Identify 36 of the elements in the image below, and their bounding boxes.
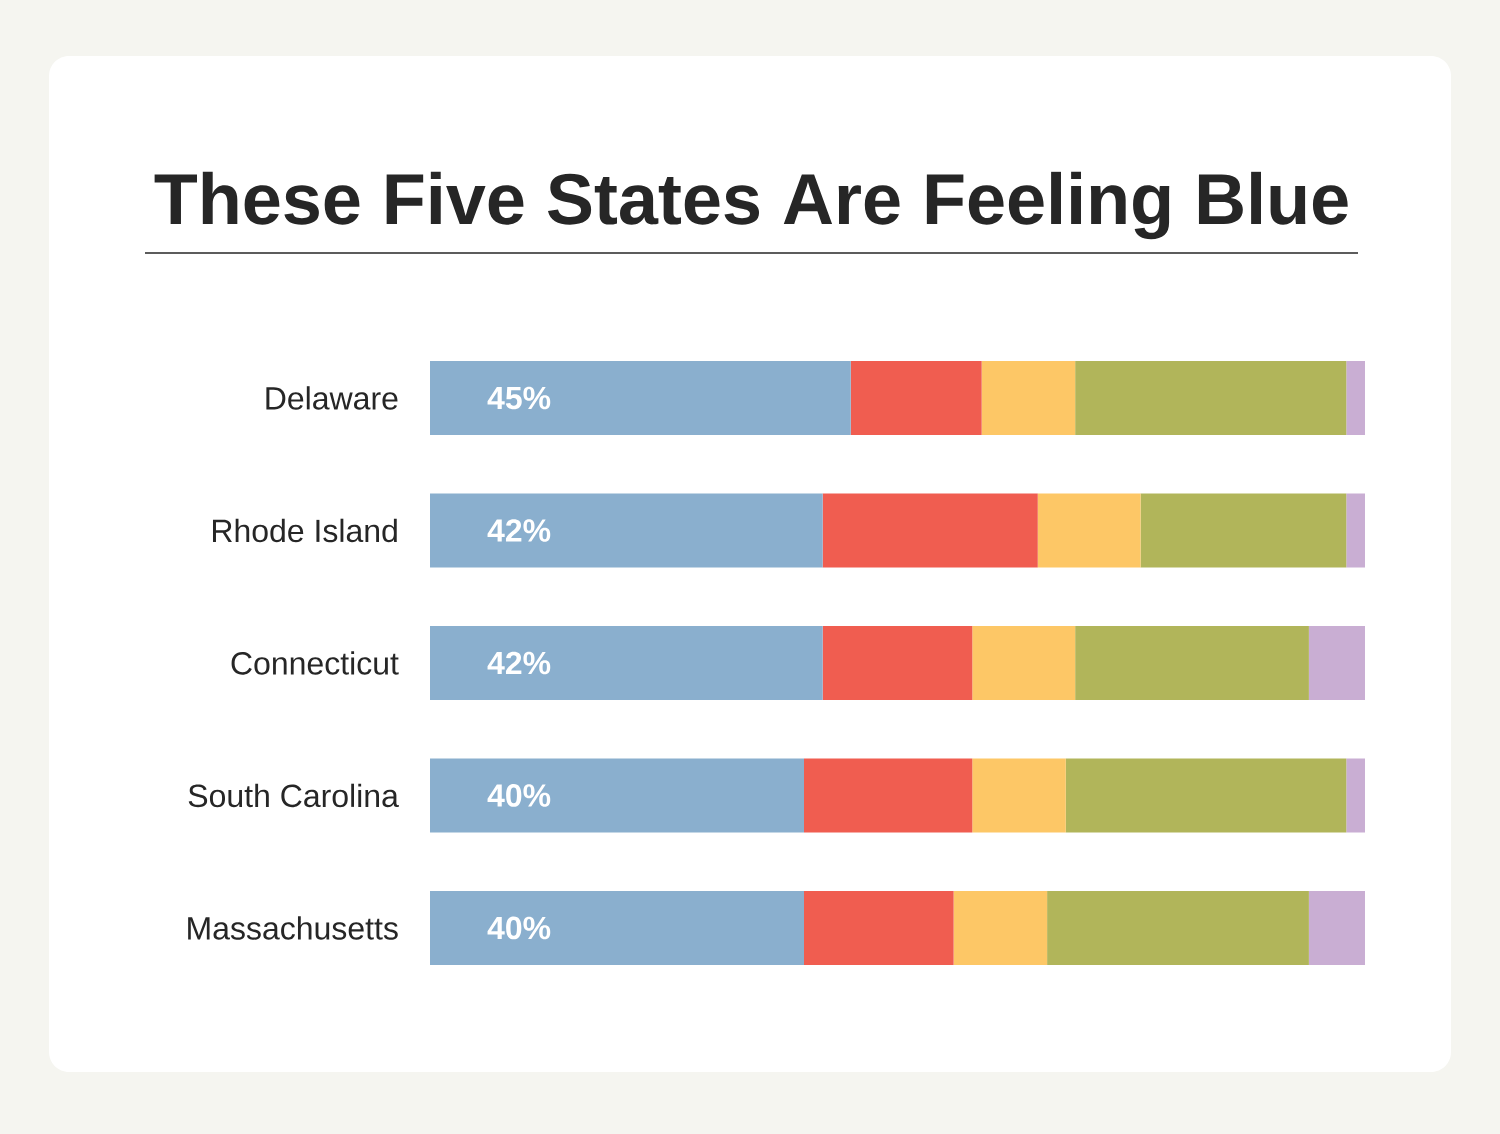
bar [1346, 360, 1366, 435]
bar [822, 493, 1038, 568]
bar [822, 625, 973, 700]
chart-title: These Five States Are Feeling Blue [154, 171, 1348, 240]
y-tick-label: South Carolina [188, 783, 399, 808]
data-label: 40% [487, 916, 551, 940]
bar [1308, 625, 1366, 700]
data-label: 42% [487, 651, 551, 675]
bar [981, 360, 1076, 435]
bar [430, 493, 823, 568]
bar [1075, 625, 1309, 700]
bar [430, 625, 823, 700]
bar [972, 758, 1066, 833]
data-label: 42% [487, 519, 551, 542]
y-tick-label: Rhode Island [212, 518, 397, 543]
bar [430, 758, 804, 833]
bar [972, 625, 1076, 700]
bar [1346, 493, 1366, 568]
bar [850, 360, 982, 435]
bar [1075, 360, 1347, 435]
y-tick-label: Delaware [266, 386, 398, 410]
bar [430, 890, 804, 965]
bar [804, 890, 954, 965]
bar [1065, 758, 1347, 833]
y-tick-label: Connecticut [231, 651, 399, 675]
bar [1346, 758, 1366, 833]
data-label: 45% [487, 386, 551, 410]
bar [1047, 890, 1309, 965]
bar [953, 890, 1048, 965]
bar [1037, 493, 1141, 568]
y-tick-label: Massachusetts [188, 916, 398, 940]
bar [1308, 890, 1366, 965]
bar [430, 360, 851, 435]
bar [804, 758, 973, 833]
bar [1140, 493, 1347, 568]
data-label: 40% [487, 784, 551, 807]
